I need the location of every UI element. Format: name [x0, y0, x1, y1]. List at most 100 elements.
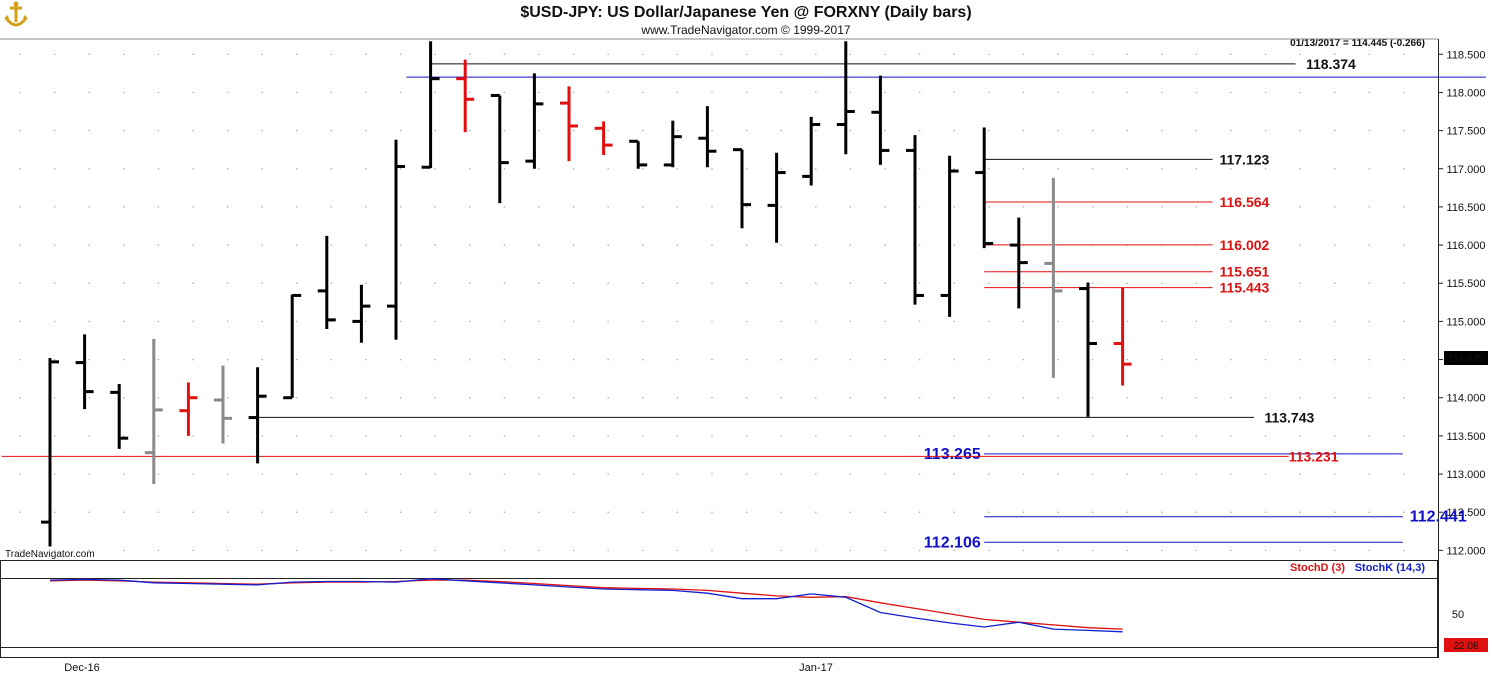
grid-dot	[884, 396, 886, 399]
grid-dot	[123, 282, 125, 285]
grid-dot	[1022, 473, 1025, 475]
y-tick-label: 114.000	[1447, 393, 1486, 405]
grid-dot	[572, 320, 575, 323]
grid-dot	[572, 91, 575, 94]
grid-dot	[226, 129, 229, 132]
grid-dot	[53, 168, 56, 170]
grid-dot	[330, 206, 333, 208]
grid-dot	[1299, 358, 1301, 361]
legend-stoch-d: StochD (3)	[1290, 562, 1345, 574]
grid-dot	[953, 511, 955, 513]
grid-dot	[1057, 129, 1059, 132]
grid-dot	[261, 244, 264, 246]
grid-dot	[192, 206, 194, 208]
grid-dot	[157, 244, 160, 246]
y-tick-label: 113.000	[1447, 469, 1486, 481]
grid-dot	[365, 91, 367, 94]
grid-dot	[469, 511, 471, 513]
grid-dot	[1334, 91, 1336, 94]
grid-dot	[123, 549, 125, 552]
grid-dot	[1161, 206, 1163, 208]
grid-dot	[434, 320, 437, 323]
grid-dot	[365, 53, 367, 56]
grid-dot	[226, 320, 229, 323]
grid-dot	[572, 358, 575, 361]
grid-dot	[1299, 206, 1301, 208]
grid-dot	[192, 358, 194, 361]
grid-dot	[815, 168, 817, 170]
grid-dot	[1161, 435, 1163, 437]
grid-dot	[918, 206, 921, 208]
grid-dot	[780, 206, 782, 208]
grid-dot	[330, 549, 333, 552]
level-label: 115.651	[1219, 264, 1269, 280]
grid-dot	[918, 244, 921, 246]
grid-dot	[953, 473, 955, 475]
grid-dot	[296, 282, 298, 285]
grid-dot	[157, 396, 160, 399]
grid-dot	[1264, 396, 1267, 399]
grid-dot	[572, 244, 575, 246]
grid-dot	[676, 396, 679, 399]
grid-dot	[1057, 511, 1059, 513]
grid-dot	[1299, 91, 1301, 94]
stochastic-panel	[49, 578, 1123, 633]
grid-dot	[1403, 358, 1405, 361]
grid-dot	[572, 206, 575, 208]
grid-dot	[988, 511, 990, 513]
grid-dot	[711, 320, 713, 323]
grid-dot	[1368, 91, 1371, 94]
grid-dots	[19, 53, 1405, 552]
grid-dot	[538, 282, 540, 285]
grid-dot	[1126, 129, 1128, 132]
grid-dot	[1057, 168, 1059, 170]
grid-dot	[1195, 396, 1198, 399]
grid-dot	[884, 244, 886, 246]
grid-dot	[745, 282, 748, 285]
grid-dot	[676, 282, 679, 285]
grid-dot	[261, 129, 264, 132]
grid-dot	[711, 282, 713, 285]
grid-dot	[1368, 129, 1371, 132]
grid-dot	[53, 129, 56, 132]
grid-dot	[157, 129, 160, 132]
grid-dot	[157, 168, 160, 170]
grid-dot	[815, 473, 817, 475]
grid-dot	[123, 168, 125, 170]
grid-dot	[19, 53, 21, 56]
grid-dot	[607, 473, 609, 475]
grid-dot	[745, 358, 748, 361]
grid-dot	[434, 435, 437, 437]
grid-dot	[849, 282, 852, 285]
grid-dot	[988, 129, 990, 132]
grid-dot	[434, 53, 437, 56]
grid-dot	[365, 549, 367, 552]
y-tick-label: 117.500	[1447, 126, 1486, 138]
grid-dot	[365, 206, 367, 208]
grid-dot	[711, 91, 713, 94]
grid-dot	[1403, 244, 1405, 246]
grid-dot	[1230, 244, 1232, 246]
grid-dot	[849, 549, 852, 552]
grid-dot	[503, 206, 506, 208]
x-tick-dec-16: Dec-16	[64, 662, 99, 674]
grid-dot	[1299, 435, 1301, 437]
grid-dot	[884, 358, 886, 361]
grid-dot	[1161, 511, 1163, 513]
grid-dot	[1022, 549, 1025, 552]
grid-dot	[226, 91, 229, 94]
grid-dot	[538, 168, 540, 170]
grid-dot	[538, 129, 540, 132]
grid-dot	[1299, 473, 1301, 475]
grid-dot	[157, 91, 160, 94]
grid-dot	[538, 320, 540, 323]
grid-dot	[1195, 91, 1198, 94]
grid-dot	[1091, 396, 1094, 399]
grid-dot	[53, 358, 56, 361]
grid-dot	[642, 473, 644, 475]
grid-dot	[1057, 53, 1059, 56]
grid-dot	[953, 549, 955, 552]
y-tick-label: 115.500	[1447, 278, 1486, 290]
grid-dot	[849, 91, 852, 94]
